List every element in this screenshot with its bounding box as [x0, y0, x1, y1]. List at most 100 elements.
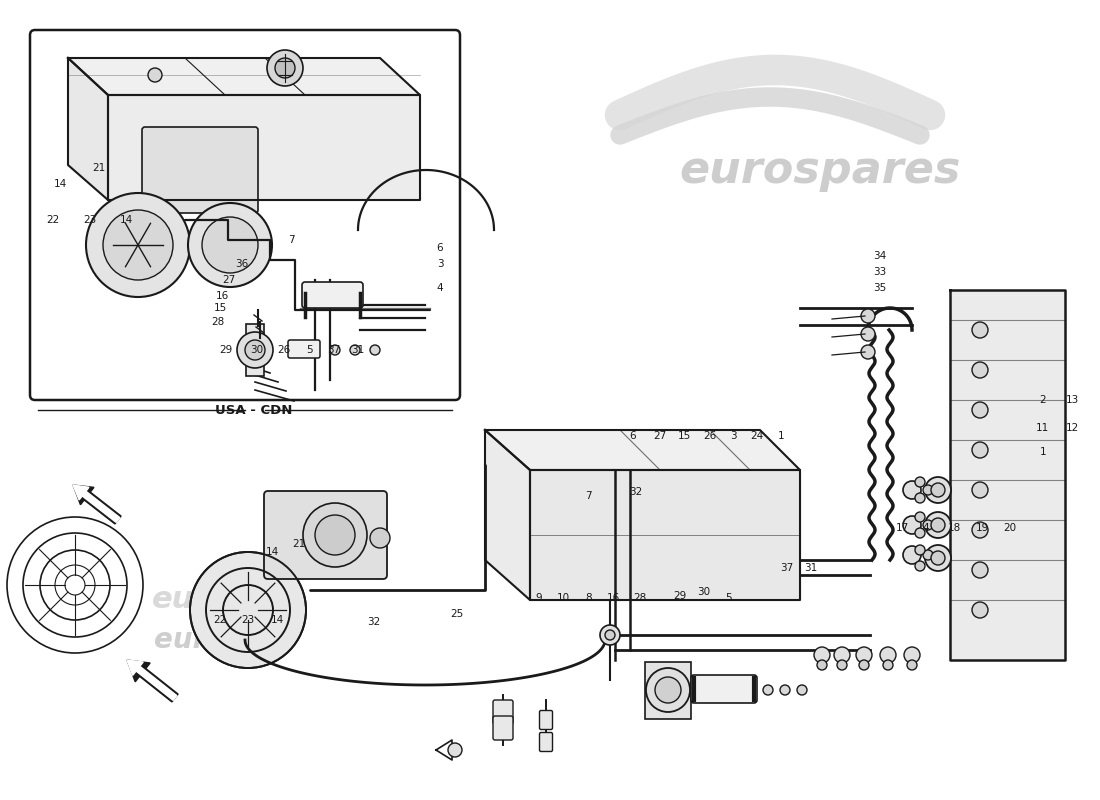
Circle shape	[605, 630, 615, 640]
Circle shape	[972, 562, 988, 578]
Circle shape	[915, 561, 925, 571]
Text: 26: 26	[277, 346, 290, 355]
Circle shape	[315, 515, 355, 555]
Circle shape	[188, 203, 272, 287]
Text: 24: 24	[750, 431, 763, 441]
Text: 4: 4	[923, 523, 930, 533]
Text: 1: 1	[1040, 447, 1046, 457]
Circle shape	[859, 660, 869, 670]
FancyBboxPatch shape	[142, 127, 258, 213]
Text: 21: 21	[92, 163, 106, 173]
FancyBboxPatch shape	[264, 491, 387, 579]
Polygon shape	[485, 430, 530, 600]
Text: 22: 22	[46, 215, 59, 225]
Text: 22: 22	[213, 615, 227, 625]
Circle shape	[646, 668, 690, 712]
FancyArrow shape	[73, 485, 120, 522]
Text: 17: 17	[895, 523, 909, 533]
Text: 30: 30	[697, 587, 711, 597]
Circle shape	[972, 322, 988, 338]
Text: 7: 7	[585, 491, 592, 501]
FancyBboxPatch shape	[493, 700, 513, 724]
Circle shape	[267, 50, 303, 86]
FancyArrow shape	[73, 485, 121, 524]
Text: 26: 26	[703, 431, 716, 441]
Text: 15: 15	[213, 303, 227, 313]
Text: 34: 34	[873, 251, 887, 261]
Text: 7: 7	[288, 235, 295, 245]
Text: 6: 6	[629, 431, 636, 441]
Text: 8: 8	[585, 594, 592, 603]
Circle shape	[103, 210, 173, 280]
FancyBboxPatch shape	[288, 340, 320, 358]
Text: USA - CDN: USA - CDN	[216, 403, 293, 417]
Circle shape	[923, 520, 933, 530]
Text: 14: 14	[266, 547, 279, 557]
Text: 27: 27	[653, 431, 667, 441]
Circle shape	[330, 345, 340, 355]
FancyArrow shape	[126, 660, 178, 702]
Circle shape	[880, 647, 896, 663]
FancyBboxPatch shape	[691, 675, 757, 703]
Text: 5: 5	[725, 594, 732, 603]
Text: 36: 36	[235, 259, 249, 269]
Polygon shape	[68, 58, 420, 95]
Text: 25: 25	[450, 610, 463, 619]
Text: 1: 1	[778, 431, 784, 441]
Circle shape	[972, 402, 988, 418]
Circle shape	[903, 546, 921, 564]
FancyBboxPatch shape	[645, 662, 691, 719]
Text: 10: 10	[557, 594, 570, 603]
Circle shape	[236, 332, 273, 368]
Circle shape	[925, 512, 952, 538]
Circle shape	[856, 647, 872, 663]
Circle shape	[861, 309, 875, 323]
Text: 16: 16	[607, 594, 620, 603]
Text: 6: 6	[437, 243, 443, 253]
Text: 28: 28	[634, 594, 647, 603]
Text: 12: 12	[1066, 423, 1079, 433]
Circle shape	[814, 647, 830, 663]
Circle shape	[923, 485, 933, 495]
Text: 11: 11	[1036, 423, 1049, 433]
Circle shape	[915, 512, 925, 522]
Circle shape	[86, 193, 190, 297]
Text: 21: 21	[293, 539, 306, 549]
Circle shape	[972, 522, 988, 538]
Text: 29: 29	[673, 591, 686, 601]
Circle shape	[904, 647, 920, 663]
Text: euros: euros	[154, 626, 242, 654]
Text: 9: 9	[536, 594, 542, 603]
Text: 15: 15	[678, 431, 691, 441]
Text: 37: 37	[327, 346, 340, 355]
Text: 14: 14	[271, 615, 284, 625]
Circle shape	[972, 362, 988, 378]
Circle shape	[931, 518, 945, 532]
Circle shape	[908, 660, 917, 670]
Circle shape	[915, 477, 925, 487]
Text: euros: euros	[152, 586, 249, 614]
Polygon shape	[68, 58, 108, 200]
Text: 18: 18	[948, 523, 961, 533]
Text: 23: 23	[84, 215, 97, 225]
Circle shape	[972, 602, 988, 618]
Text: 31: 31	[351, 346, 364, 355]
Text: 35: 35	[873, 283, 887, 293]
Circle shape	[915, 545, 925, 555]
Polygon shape	[530, 470, 800, 600]
Text: 31: 31	[804, 563, 817, 573]
Circle shape	[600, 625, 620, 645]
Text: eurospares: eurospares	[680, 149, 960, 191]
Circle shape	[350, 345, 360, 355]
Circle shape	[925, 545, 952, 571]
Circle shape	[915, 493, 925, 503]
Text: 2: 2	[1040, 395, 1046, 405]
Circle shape	[903, 516, 921, 534]
Circle shape	[834, 647, 850, 663]
Polygon shape	[950, 290, 1065, 660]
FancyBboxPatch shape	[539, 733, 552, 751]
Circle shape	[931, 551, 945, 565]
Circle shape	[837, 660, 847, 670]
Circle shape	[302, 503, 367, 567]
Text: 30: 30	[250, 346, 263, 355]
